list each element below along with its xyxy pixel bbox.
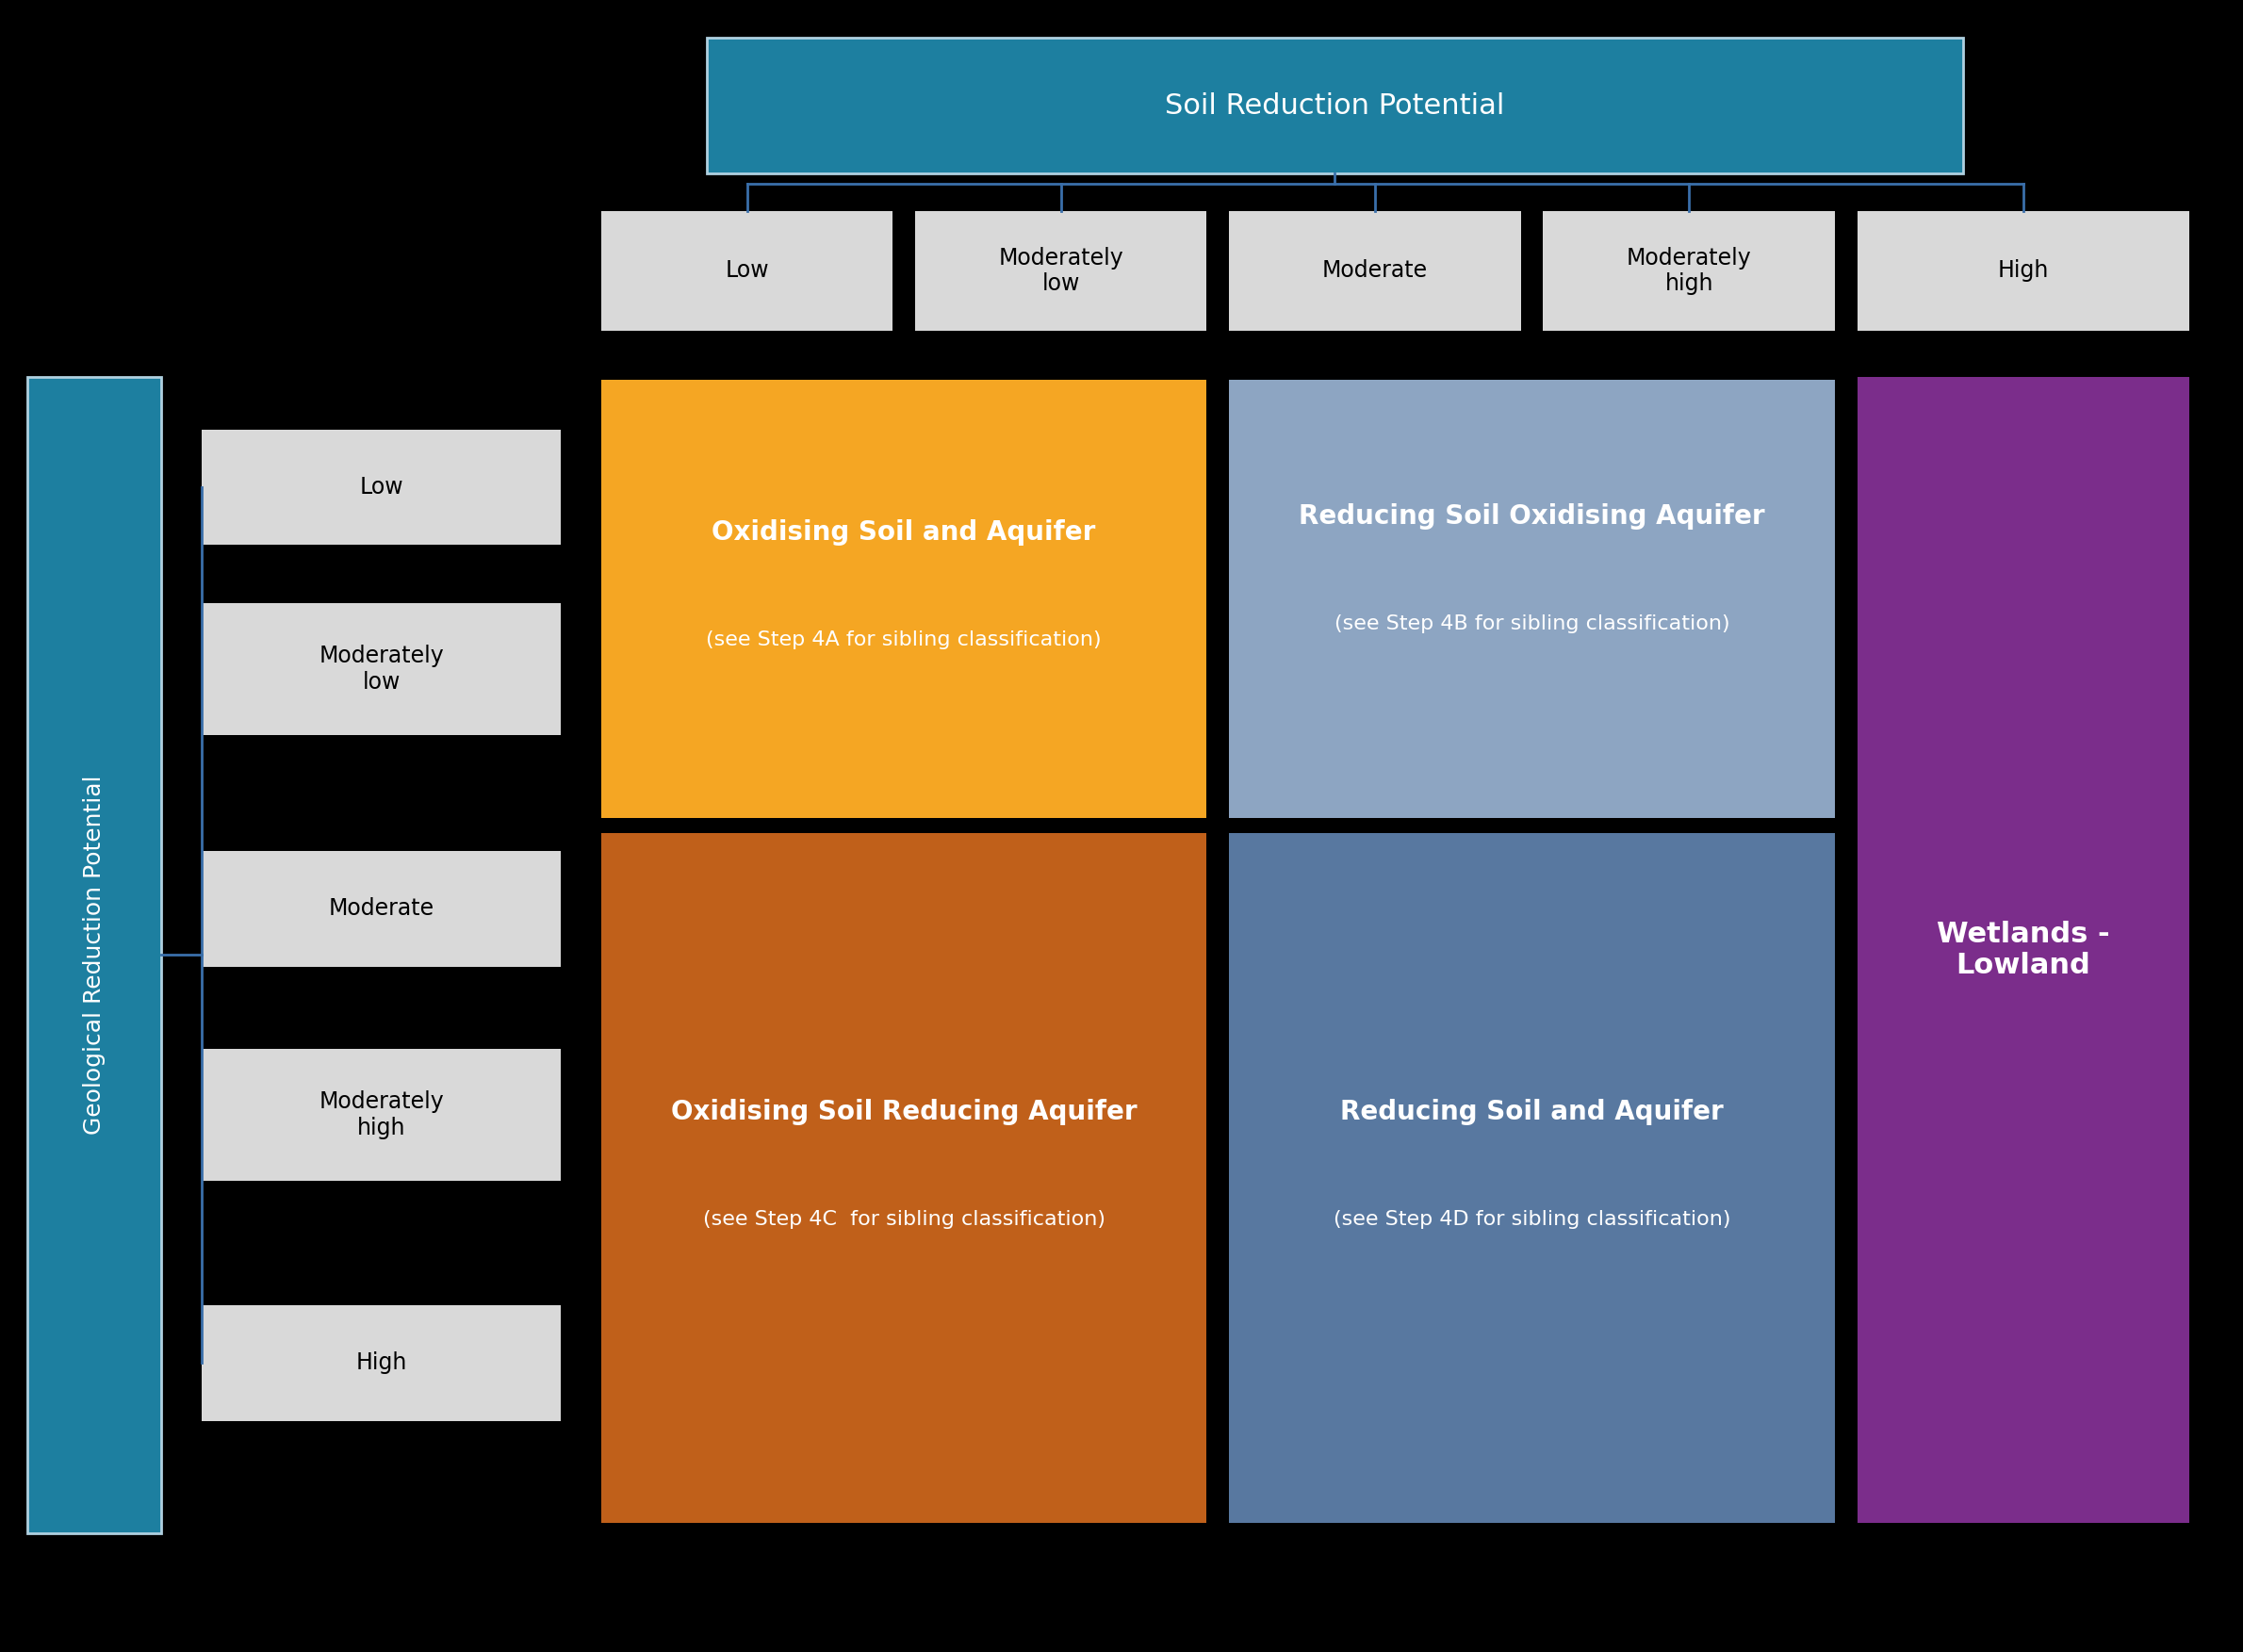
FancyBboxPatch shape	[601, 833, 1207, 1523]
Text: High: High	[357, 1351, 406, 1374]
Text: (see Step 4B for sibling classification): (see Step 4B for sibling classification)	[1335, 615, 1729, 633]
Text: Moderately
high: Moderately high	[1626, 246, 1752, 296]
Text: Reducing Soil and Aquifer: Reducing Soil and Aquifer	[1341, 1099, 1723, 1125]
FancyBboxPatch shape	[1543, 211, 1835, 330]
Text: Soil Reduction Potential: Soil Reduction Potential	[1164, 93, 1505, 119]
FancyBboxPatch shape	[202, 603, 561, 735]
FancyBboxPatch shape	[707, 38, 1963, 173]
FancyBboxPatch shape	[202, 430, 561, 545]
Text: Oxidising Soil Reducing Aquifer: Oxidising Soil Reducing Aquifer	[671, 1099, 1137, 1125]
FancyBboxPatch shape	[1229, 833, 1835, 1523]
Text: High: High	[1999, 259, 2048, 282]
Text: Oxidising Soil and Aquifer: Oxidising Soil and Aquifer	[711, 520, 1097, 545]
Text: (see Step 4A for sibling classification): (see Step 4A for sibling classification)	[707, 631, 1101, 649]
FancyBboxPatch shape	[1857, 377, 2189, 1523]
Text: Low: Low	[724, 259, 769, 282]
FancyBboxPatch shape	[1229, 211, 1521, 330]
FancyBboxPatch shape	[1229, 380, 1835, 818]
Text: (see Step 4C  for sibling classification): (see Step 4C for sibling classification)	[702, 1209, 1106, 1229]
FancyBboxPatch shape	[601, 211, 893, 330]
Text: Moderately
high: Moderately high	[319, 1090, 444, 1140]
FancyBboxPatch shape	[202, 851, 561, 966]
FancyBboxPatch shape	[27, 377, 161, 1533]
Text: Low: Low	[359, 476, 404, 499]
Text: Moderately
low: Moderately low	[998, 246, 1124, 296]
Text: Reducing Soil Oxidising Aquifer: Reducing Soil Oxidising Aquifer	[1299, 504, 1765, 529]
FancyBboxPatch shape	[915, 211, 1207, 330]
Text: Moderately
low: Moderately low	[319, 644, 444, 694]
Text: (see Step 4D for sibling classification): (see Step 4D for sibling classification)	[1332, 1209, 1732, 1229]
FancyBboxPatch shape	[601, 380, 1207, 818]
Text: Geological Reduction Potential: Geological Reduction Potential	[83, 775, 105, 1135]
FancyBboxPatch shape	[1857, 211, 2189, 330]
Text: Moderate: Moderate	[327, 897, 435, 920]
Text: Moderate: Moderate	[1321, 259, 1429, 282]
Text: Wetlands -
Lowland: Wetlands - Lowland	[1936, 920, 2111, 980]
FancyBboxPatch shape	[202, 1049, 561, 1181]
FancyBboxPatch shape	[202, 1305, 561, 1421]
